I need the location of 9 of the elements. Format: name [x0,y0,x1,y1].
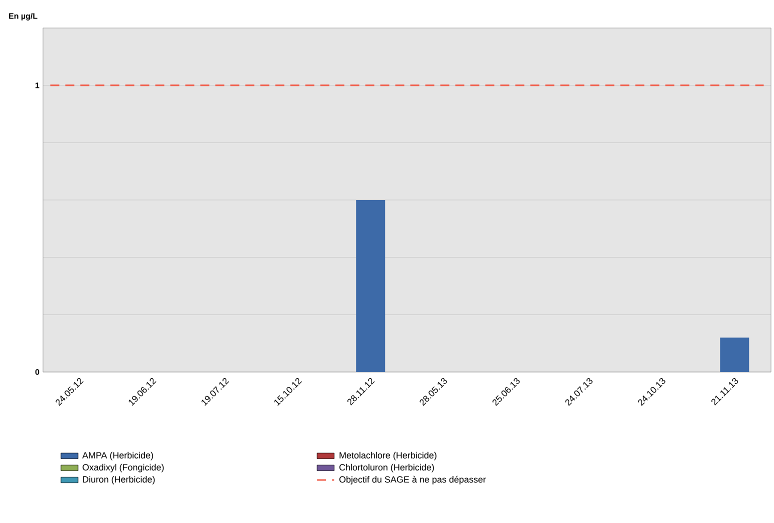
legend-label: AMPA (Herbicide) [82,452,154,460]
legend-label: Objectif du SAGE à ne pas dépasser [339,476,486,484]
legend-label: Oxadixyl (Fongicide) [82,464,164,472]
y-axis-title: En µg/L [9,12,38,20]
y-tick-label: 0 [35,369,40,375]
legend-label: Diuron (Herbicide) [82,476,155,484]
y-tick-label: 1 [36,82,40,88]
legend-label: Chlortoluron (Herbicide) [339,464,434,472]
legend-label: Metolachlore (Herbicide) [340,452,436,460]
